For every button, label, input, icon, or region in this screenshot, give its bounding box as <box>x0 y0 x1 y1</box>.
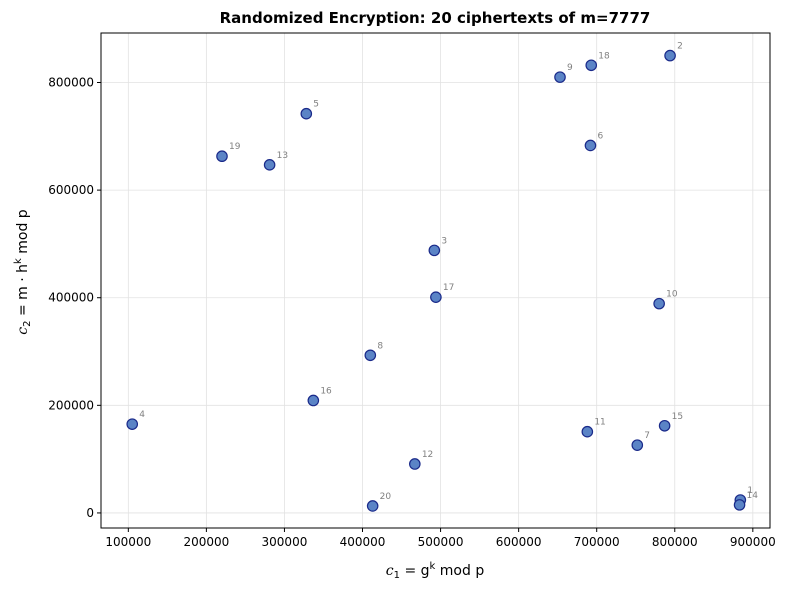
y-tick-label: 0 <box>86 506 94 520</box>
data-point-19 <box>216 150 228 163</box>
y-axis-label: c2 = m · hk mod p <box>13 209 33 335</box>
point-label-18: 18 <box>598 51 610 61</box>
y-tick-label: 800000 <box>48 76 94 90</box>
point-label-9: 9 <box>567 63 573 73</box>
y-label-superscript: k <box>13 258 24 264</box>
x-tick-label: 900000 <box>730 535 776 549</box>
point-label-20: 20 <box>380 492 392 502</box>
point-label-15: 15 <box>672 412 683 422</box>
x-label-subscript: 1 <box>394 570 400 581</box>
point-label-7: 7 <box>644 431 650 441</box>
y-tick-label: 600000 <box>48 183 94 197</box>
data-point-12 <box>409 458 421 470</box>
point-label-2: 2 <box>677 42 683 52</box>
data-point-10 <box>653 297 665 310</box>
x-label-mid: = g <box>400 563 430 579</box>
data-point-18 <box>585 59 598 72</box>
y-label-mid: = m · h <box>15 264 31 321</box>
data-point-11 <box>581 425 594 438</box>
point-label-6: 6 <box>597 131 603 141</box>
data-point-14 <box>733 499 746 511</box>
x-tick-label: 700000 <box>574 535 620 549</box>
x-label-superscript: k <box>430 561 436 572</box>
axis-ticks: 100000 200000 300000 400000 500000 600000 7000… <box>48 76 776 550</box>
point-label-11: 11 <box>594 418 605 428</box>
data-point-9 <box>554 71 566 83</box>
gridlines <box>101 33 770 528</box>
data-point-16 <box>307 394 320 407</box>
point-label-13: 13 <box>277 151 288 161</box>
x-label-suffix: mod p <box>435 563 484 579</box>
point-label-8: 8 <box>377 341 383 351</box>
point-label-3: 3 <box>441 236 447 246</box>
point-label-4: 4 <box>139 410 145 420</box>
data-point-20 <box>366 500 379 512</box>
y-label-suffix: mod p <box>15 209 31 258</box>
x-tick-label: 800000 <box>652 535 698 549</box>
x-tick-label: 400000 <box>340 535 386 549</box>
data-point-15 <box>658 419 671 432</box>
data-point-8 <box>364 349 377 362</box>
y-tick-label: 200000 <box>48 398 94 412</box>
x-tick-label: 300000 <box>262 535 308 549</box>
data-point-4 <box>126 418 139 430</box>
x-tick-label: 500000 <box>418 535 464 549</box>
data-point-3 <box>428 244 441 257</box>
point-label-10: 10 <box>666 290 678 300</box>
y-label-prefix: c <box>15 327 31 335</box>
point-label-17: 17 <box>443 283 454 293</box>
point-label-14: 14 <box>747 491 759 501</box>
plot-frame <box>100 32 771 529</box>
data-point-2 <box>664 49 676 62</box>
x-tick-label: 200000 <box>183 535 229 549</box>
data-point-6 <box>584 139 597 152</box>
point-label-12: 12 <box>422 450 433 460</box>
x-tick-label: 600000 <box>496 535 542 549</box>
data-point-13 <box>263 159 276 171</box>
point-label-5: 5 <box>313 100 319 110</box>
x-axis-label: c1 = gk mod p <box>386 561 485 581</box>
x-label-prefix: c <box>386 563 394 579</box>
point-label-1: 1 <box>747 486 753 496</box>
x-tick-label: 100000 <box>105 535 151 549</box>
data-point-17 <box>430 291 442 303</box>
y-label-subscript: 2 <box>22 320 33 326</box>
chart-title: Randomized Encryption: 20 ciphertexts of… <box>220 9 651 27</box>
data-point-5 <box>300 107 313 120</box>
data-point-7 <box>631 439 644 451</box>
point-label-19: 19 <box>229 142 241 152</box>
point-label-16: 16 <box>320 386 332 396</box>
y-tick-label: 400000 <box>48 291 94 305</box>
